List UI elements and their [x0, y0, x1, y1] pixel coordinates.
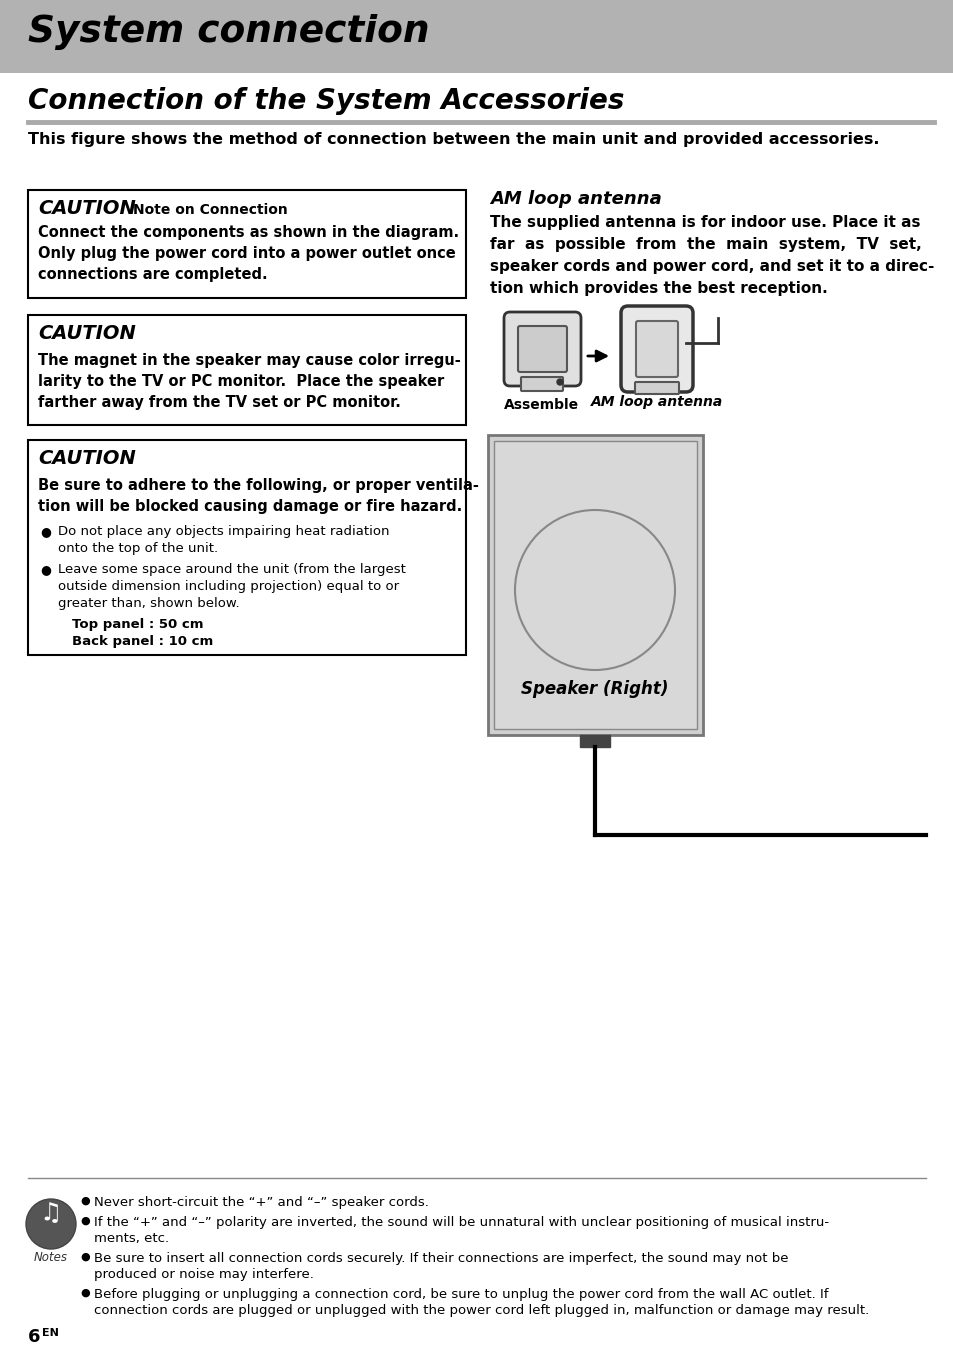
Text: AM loop antenna: AM loop antenna — [490, 191, 661, 208]
Text: Be sure to adhere to the following, or proper ventila-: Be sure to adhere to the following, or p… — [38, 479, 478, 493]
FancyBboxPatch shape — [635, 383, 679, 393]
FancyBboxPatch shape — [503, 312, 580, 387]
Bar — [494, 441, 697, 729]
Bar — [579, 735, 609, 748]
Bar — [488, 435, 702, 735]
Text: tion will be blocked causing damage or fire hazard.: tion will be blocked causing damage or f… — [38, 499, 462, 514]
Text: ●: ● — [80, 1252, 90, 1261]
Text: ●: ● — [40, 562, 51, 576]
Text: EN: EN — [42, 1328, 59, 1338]
Text: ●: ● — [80, 1197, 90, 1206]
FancyArrowPatch shape — [587, 352, 605, 361]
Text: ●: ● — [40, 525, 51, 538]
Text: produced or noise may interfere.: produced or noise may interfere. — [94, 1268, 314, 1280]
Text: farther away from the TV set or PC monitor.: farther away from the TV set or PC monit… — [38, 395, 400, 410]
Text: Never short-circuit the “+” and “–” speaker cords.: Never short-circuit the “+” and “–” spea… — [94, 1197, 429, 1209]
Text: Be sure to insert all connection cords securely. If their connections are imperf: Be sure to insert all connection cords s… — [94, 1252, 788, 1265]
Text: System connection: System connection — [28, 14, 429, 50]
Text: Connect the components as shown in the diagram.: Connect the components as shown in the d… — [38, 224, 458, 241]
Text: Before plugging or unplugging a connection cord, be sure to unplug the power cor: Before plugging or unplugging a connecti… — [94, 1288, 827, 1301]
FancyBboxPatch shape — [636, 320, 678, 377]
Text: Leave some space around the unit (from the largest: Leave some space around the unit (from t… — [58, 562, 405, 576]
Text: Back panel : 10 cm: Back panel : 10 cm — [71, 635, 213, 648]
Text: Top panel : 50 cm: Top panel : 50 cm — [71, 618, 203, 631]
Text: This figure shows the method of connection between the main unit and provided ac: This figure shows the method of connecti… — [28, 132, 879, 147]
Text: Only plug the power cord into a power outlet once: Only plug the power cord into a power ou… — [38, 246, 456, 261]
Bar — [28, 191, 465, 297]
Text: onto the top of the unit.: onto the top of the unit. — [58, 542, 218, 556]
Circle shape — [26, 1199, 76, 1249]
FancyBboxPatch shape — [620, 306, 692, 392]
Text: CAUTION: CAUTION — [38, 324, 135, 343]
Text: ♫: ♫ — [40, 1201, 62, 1225]
Text: ●: ● — [80, 1288, 90, 1298]
Text: connections are completed.: connections are completed. — [38, 266, 268, 283]
FancyBboxPatch shape — [517, 326, 566, 372]
Circle shape — [557, 379, 562, 385]
Circle shape — [515, 510, 675, 671]
Text: outside dimension including projection) equal to or: outside dimension including projection) … — [58, 580, 398, 594]
Text: AM loop antenna: AM loop antenna — [590, 395, 722, 410]
FancyBboxPatch shape — [520, 377, 562, 391]
Text: ments, etc.: ments, etc. — [94, 1232, 169, 1245]
Text: far  as  possible  from  the  main  system,  TV  set,: far as possible from the main system, TV… — [490, 237, 921, 251]
Text: If the “+” and “–” polarity are inverted, the sound will be unnatural with uncle: If the “+” and “–” polarity are inverted… — [94, 1215, 828, 1229]
Text: CAUTION: CAUTION — [38, 199, 135, 218]
Text: Speaker (Right): Speaker (Right) — [520, 680, 668, 698]
Bar — [28, 315, 465, 425]
Text: 6: 6 — [28, 1328, 40, 1347]
Text: larity to the TV or PC monitor.  Place the speaker: larity to the TV or PC monitor. Place th… — [38, 375, 444, 389]
Text: speaker cords and power cord, and set it to a direc-: speaker cords and power cord, and set it… — [490, 260, 933, 274]
Text: tion which provides the best reception.: tion which provides the best reception. — [490, 281, 827, 296]
Bar — [28, 439, 465, 654]
Text: ●: ● — [80, 1215, 90, 1226]
Text: The supplied antenna is for indoor use. Place it as: The supplied antenna is for indoor use. … — [490, 215, 920, 230]
Text: Assemble: Assemble — [504, 397, 579, 412]
Bar — [0, 0, 953, 73]
Text: connection cords are plugged or unplugged with the power cord left plugged in, m: connection cords are plugged or unplugge… — [94, 1303, 868, 1317]
Text: CAUTION: CAUTION — [38, 449, 135, 468]
Text: greater than, shown below.: greater than, shown below. — [58, 598, 239, 610]
Text: Note on Connection: Note on Connection — [132, 203, 288, 218]
Text: The magnet in the speaker may cause color irregu-: The magnet in the speaker may cause colo… — [38, 353, 460, 368]
Text: Do not place any objects impairing heat radiation: Do not place any objects impairing heat … — [58, 525, 389, 538]
Text: Connection of the System Accessories: Connection of the System Accessories — [28, 87, 623, 115]
Text: Notes: Notes — [34, 1251, 68, 1264]
